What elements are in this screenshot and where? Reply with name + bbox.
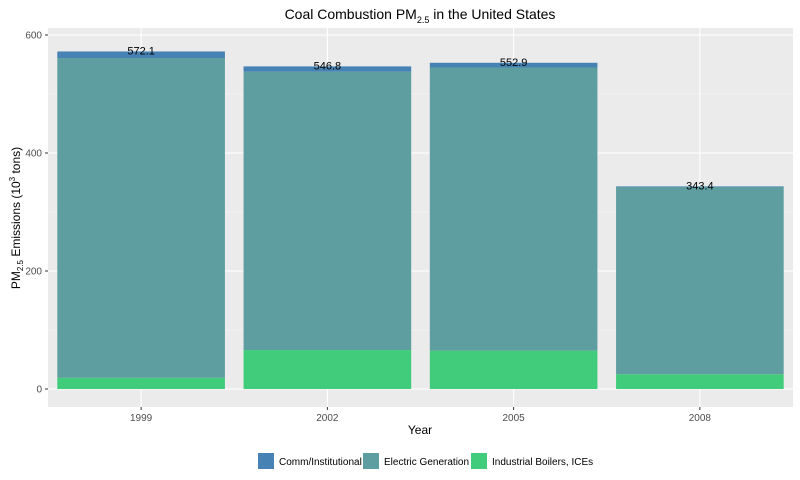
chart-title: Coal Combustion PM2.5 in the United Stat…	[285, 6, 556, 25]
y-tick-label: 600	[25, 31, 42, 42]
x-tick-label: 2008	[689, 413, 712, 424]
total-label-2005: 552.9	[500, 57, 528, 69]
x-tick-label: 1999	[130, 413, 153, 424]
bars	[57, 51, 784, 389]
bar-1999-industrial-boilers-ices	[57, 377, 225, 389]
bar-1999-comm-institutional	[57, 51, 225, 59]
legend-swatch	[258, 453, 274, 469]
y-tick-label: 400	[25, 149, 42, 160]
legend-label: Electric Generation	[384, 457, 469, 468]
x-tick-label: 2005	[503, 413, 526, 424]
x-tick-label: 2002	[316, 413, 339, 424]
legend-swatch	[471, 453, 487, 469]
bar-2005-electric-generation	[429, 67, 598, 351]
x-axis-ticks: 1999 2002 2005 2008	[130, 407, 711, 424]
legend: Comm/Institutional Electric Generation Ind…	[258, 453, 593, 469]
bar-2008-comm-institutional	[616, 186, 784, 187]
y-tick-label: 200	[25, 267, 42, 278]
bar-2008-industrial-boilers-ices	[616, 374, 784, 389]
legend-label: Comm/Institutional	[279, 457, 362, 468]
legend-swatch	[363, 453, 379, 469]
total-labels: 572.1 546.8 552.9 343.4	[127, 45, 713, 192]
bar-2008-electric-generation	[616, 186, 784, 375]
total-label-1999: 572.1	[127, 45, 155, 57]
total-label-2002: 546.8	[314, 60, 342, 72]
total-label-2008: 343.4	[686, 180, 714, 192]
bar-2002-comm-institutional	[243, 66, 412, 72]
y-axis-title: PM2.5 Emissions (103 tons)	[8, 147, 25, 289]
bar-2005-industrial-boilers-ices	[429, 350, 598, 389]
legend-label: Industrial Boilers, ICEs	[492, 457, 593, 468]
bar-1999-electric-generation	[57, 58, 225, 378]
bar-2002-industrial-boilers-ices	[243, 350, 412, 389]
x-axis-title: Year	[408, 423, 432, 437]
y-tick-label: 0	[36, 385, 42, 396]
bar-2002-electric-generation	[243, 71, 412, 351]
bar-2005-comm-institutional	[429, 62, 598, 68]
y-axis-ticks: 0 200 400 600	[25, 31, 48, 396]
